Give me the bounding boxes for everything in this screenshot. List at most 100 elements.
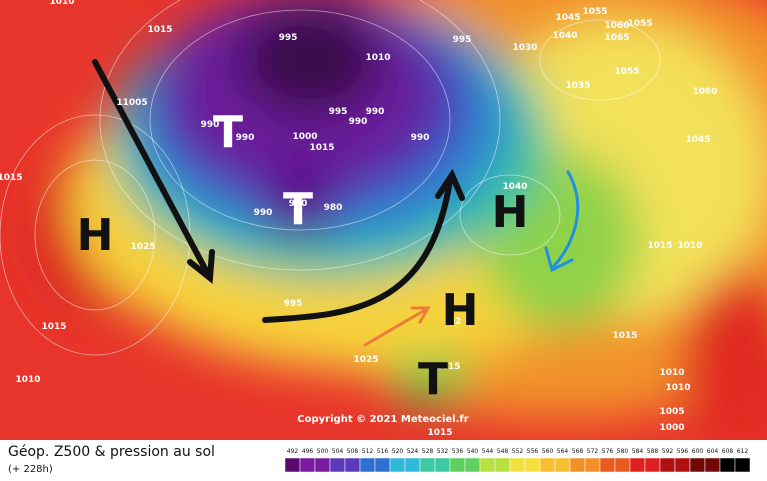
- pressure-label: 990: [349, 117, 368, 127]
- legend-label: 576: [602, 448, 614, 455]
- legend-label: 492: [287, 448, 299, 455]
- pressure-label: 1000: [292, 132, 317, 142]
- legend-label: 568: [572, 448, 584, 455]
- pressure-label: 1015: [647, 241, 672, 251]
- legend-swatch: [704, 457, 721, 473]
- legend-label: 508: [347, 448, 359, 455]
- legend-swatch: [389, 457, 406, 473]
- pressure-label: 1015: [427, 428, 452, 438]
- legend-label: 552: [512, 448, 524, 455]
- system-label: H: [442, 285, 479, 336]
- pressure-label: 1010: [659, 368, 684, 378]
- pressure-label: 1015: [309, 143, 334, 153]
- legend-label: 524: [407, 448, 419, 455]
- legend-swatch: [359, 457, 376, 473]
- legend-swatch: [494, 457, 511, 473]
- pressure-label: 1030: [512, 43, 537, 53]
- legend: 492 496 500 504 508 512 516 520 524 528 532 536 540 5…: [284, 448, 751, 473]
- legend-label: 604: [707, 448, 719, 455]
- legend-label: 564: [557, 448, 569, 455]
- pressure-label: 1015: [435, 362, 460, 372]
- pressure-label: 990: [411, 133, 430, 143]
- legend-swatch: [719, 457, 736, 473]
- legend-label: 544: [482, 448, 494, 455]
- pressure-label: 990: [254, 208, 273, 218]
- pressure-label: 1060: [604, 21, 629, 31]
- legend-swatch: [404, 457, 421, 473]
- legend-label: 572: [587, 448, 599, 455]
- pressure-label: 1010: [15, 375, 40, 385]
- pressure-label: 995: [453, 35, 472, 45]
- legend-swatch: [449, 457, 466, 473]
- legend-swatch: [689, 457, 706, 473]
- pressure-label: 1025: [353, 355, 378, 365]
- pressure-label: 1040: [552, 31, 577, 41]
- pressure-systems: HTT HHT: [77, 107, 529, 405]
- pressure-label: 1055: [627, 19, 652, 29]
- system-label: H: [492, 187, 529, 238]
- legend-label: 504: [332, 448, 344, 455]
- legend-label: 612: [737, 448, 749, 455]
- legend-label: 588: [647, 448, 659, 455]
- legend-swatch: [584, 457, 601, 473]
- legend-label: 532: [437, 448, 449, 455]
- legend-label: 500: [317, 448, 329, 455]
- pressure-label: 1045: [685, 135, 710, 145]
- legend-swatch: [644, 457, 661, 473]
- legend-label: 512: [362, 448, 374, 455]
- pressure-label: 1010: [665, 383, 690, 393]
- legend-swatch: [629, 457, 646, 473]
- legend-label: 548: [497, 448, 509, 455]
- legend-label: 592: [662, 448, 674, 455]
- pressure-label: 970: [289, 199, 308, 209]
- map-subtitle: (+ 228h): [8, 464, 53, 475]
- legend-swatch: [314, 457, 331, 473]
- pressure-label: 11005: [116, 98, 147, 108]
- pressure-label: 1045: [555, 13, 580, 23]
- pressure-label: 1015: [0, 173, 23, 183]
- pressure-label: 1010: [677, 241, 702, 251]
- map-title: Géop. Z500 & pression au sol: [8, 444, 215, 460]
- legend-swatch: [284, 457, 301, 473]
- pressure-label: 1065: [604, 33, 629, 43]
- system-label: T: [283, 184, 313, 235]
- pressure-label: 1040: [502, 182, 527, 192]
- pressure-label: 1000: [659, 423, 684, 433]
- pressure-label: 1055: [582, 7, 607, 17]
- system-label: T: [213, 107, 243, 158]
- pressure-label: 1010: [49, 0, 74, 7]
- arrows: [92, 59, 580, 347]
- legend-label: 560: [542, 448, 554, 455]
- pressure-label: 1060: [692, 87, 717, 97]
- legend-swatch: [299, 457, 316, 473]
- legend-swatch: [734, 457, 751, 473]
- legend-label: 520: [392, 448, 404, 455]
- pressure-label: 990: [366, 107, 385, 117]
- legend-swatch: [374, 457, 391, 473]
- legend-label: 528: [422, 448, 434, 455]
- pressure-label: 1005: [659, 407, 684, 417]
- legend-swatch: [419, 457, 436, 473]
- legend-swatch: [614, 457, 631, 473]
- legend-swatch: [539, 457, 556, 473]
- legend-label: 584: [632, 448, 644, 455]
- system-label: H: [77, 210, 114, 261]
- legend-label: 596: [677, 448, 689, 455]
- legend-swatch: [434, 457, 451, 473]
- pressure-label: 1015: [147, 25, 172, 35]
- pressure-label: 995: [279, 33, 298, 43]
- pressure-label: 1010: [365, 53, 390, 63]
- legend-swatch: [479, 457, 496, 473]
- legend-label: 536: [452, 448, 464, 455]
- legend-label: 516: [377, 448, 389, 455]
- pressure-label: 980: [324, 203, 343, 213]
- legend-label: 600: [692, 448, 704, 455]
- legend-swatch: [569, 457, 586, 473]
- legend-label: 540: [467, 448, 479, 455]
- legend-swatch: [329, 457, 346, 473]
- pressure-label: 1025: [130, 242, 155, 252]
- copyright: Copyright © 2021 Meteociel.fr: [297, 414, 468, 425]
